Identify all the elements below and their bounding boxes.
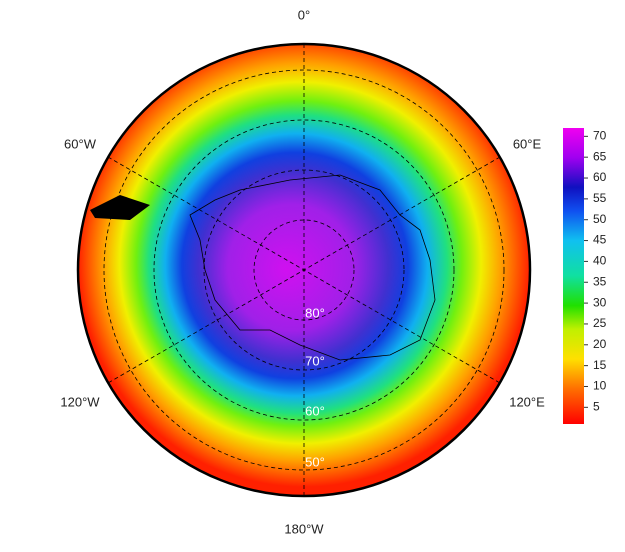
lat-label: 80° — [305, 305, 325, 320]
coastline — [90, 195, 150, 220]
colorbar-tick-label: 70 — [593, 129, 607, 143]
colorbar-ticks: 5 10 15 20 25 30 35 40 45 50 55 60 65 70 — [584, 129, 607, 413]
lat-label: 60° — [305, 403, 325, 418]
lon-label: 120°E — [509, 394, 545, 409]
coastline — [189, 174, 436, 361]
lon-label: 120°W — [60, 394, 100, 409]
colorbar-tick-label: 65 — [593, 149, 607, 163]
colorbar — [563, 128, 584, 424]
colorbar-tick-label: 55 — [593, 191, 607, 205]
colorbar-tick-label: 45 — [593, 233, 607, 247]
colorbar-tick-label: 40 — [593, 254, 607, 268]
colorbar-tick-label: 35 — [593, 274, 607, 288]
lon-label: 60°E — [513, 136, 542, 151]
colorbar-tick-label: 10 — [593, 379, 607, 393]
colorbar-tick-label: 5 — [593, 399, 600, 413]
colorbar-tick-label: 15 — [593, 358, 607, 372]
colorbar-tick-label: 30 — [593, 295, 607, 309]
colorbar-tick-label: 50 — [593, 212, 607, 226]
lon-label: 180°W — [284, 521, 324, 536]
lat-label: 50° — [305, 454, 325, 469]
map-disc — [76, 42, 532, 498]
lat-label: 70° — [305, 353, 325, 368]
lon-label: 60°W — [64, 136, 97, 151]
lon-label: 0° — [298, 7, 310, 22]
graticule — [103, 44, 505, 496]
colorbar-tick-label: 20 — [593, 337, 607, 351]
colorbar-tick-label: 60 — [593, 170, 607, 184]
colorbar-tick-label: 25 — [593, 316, 607, 330]
